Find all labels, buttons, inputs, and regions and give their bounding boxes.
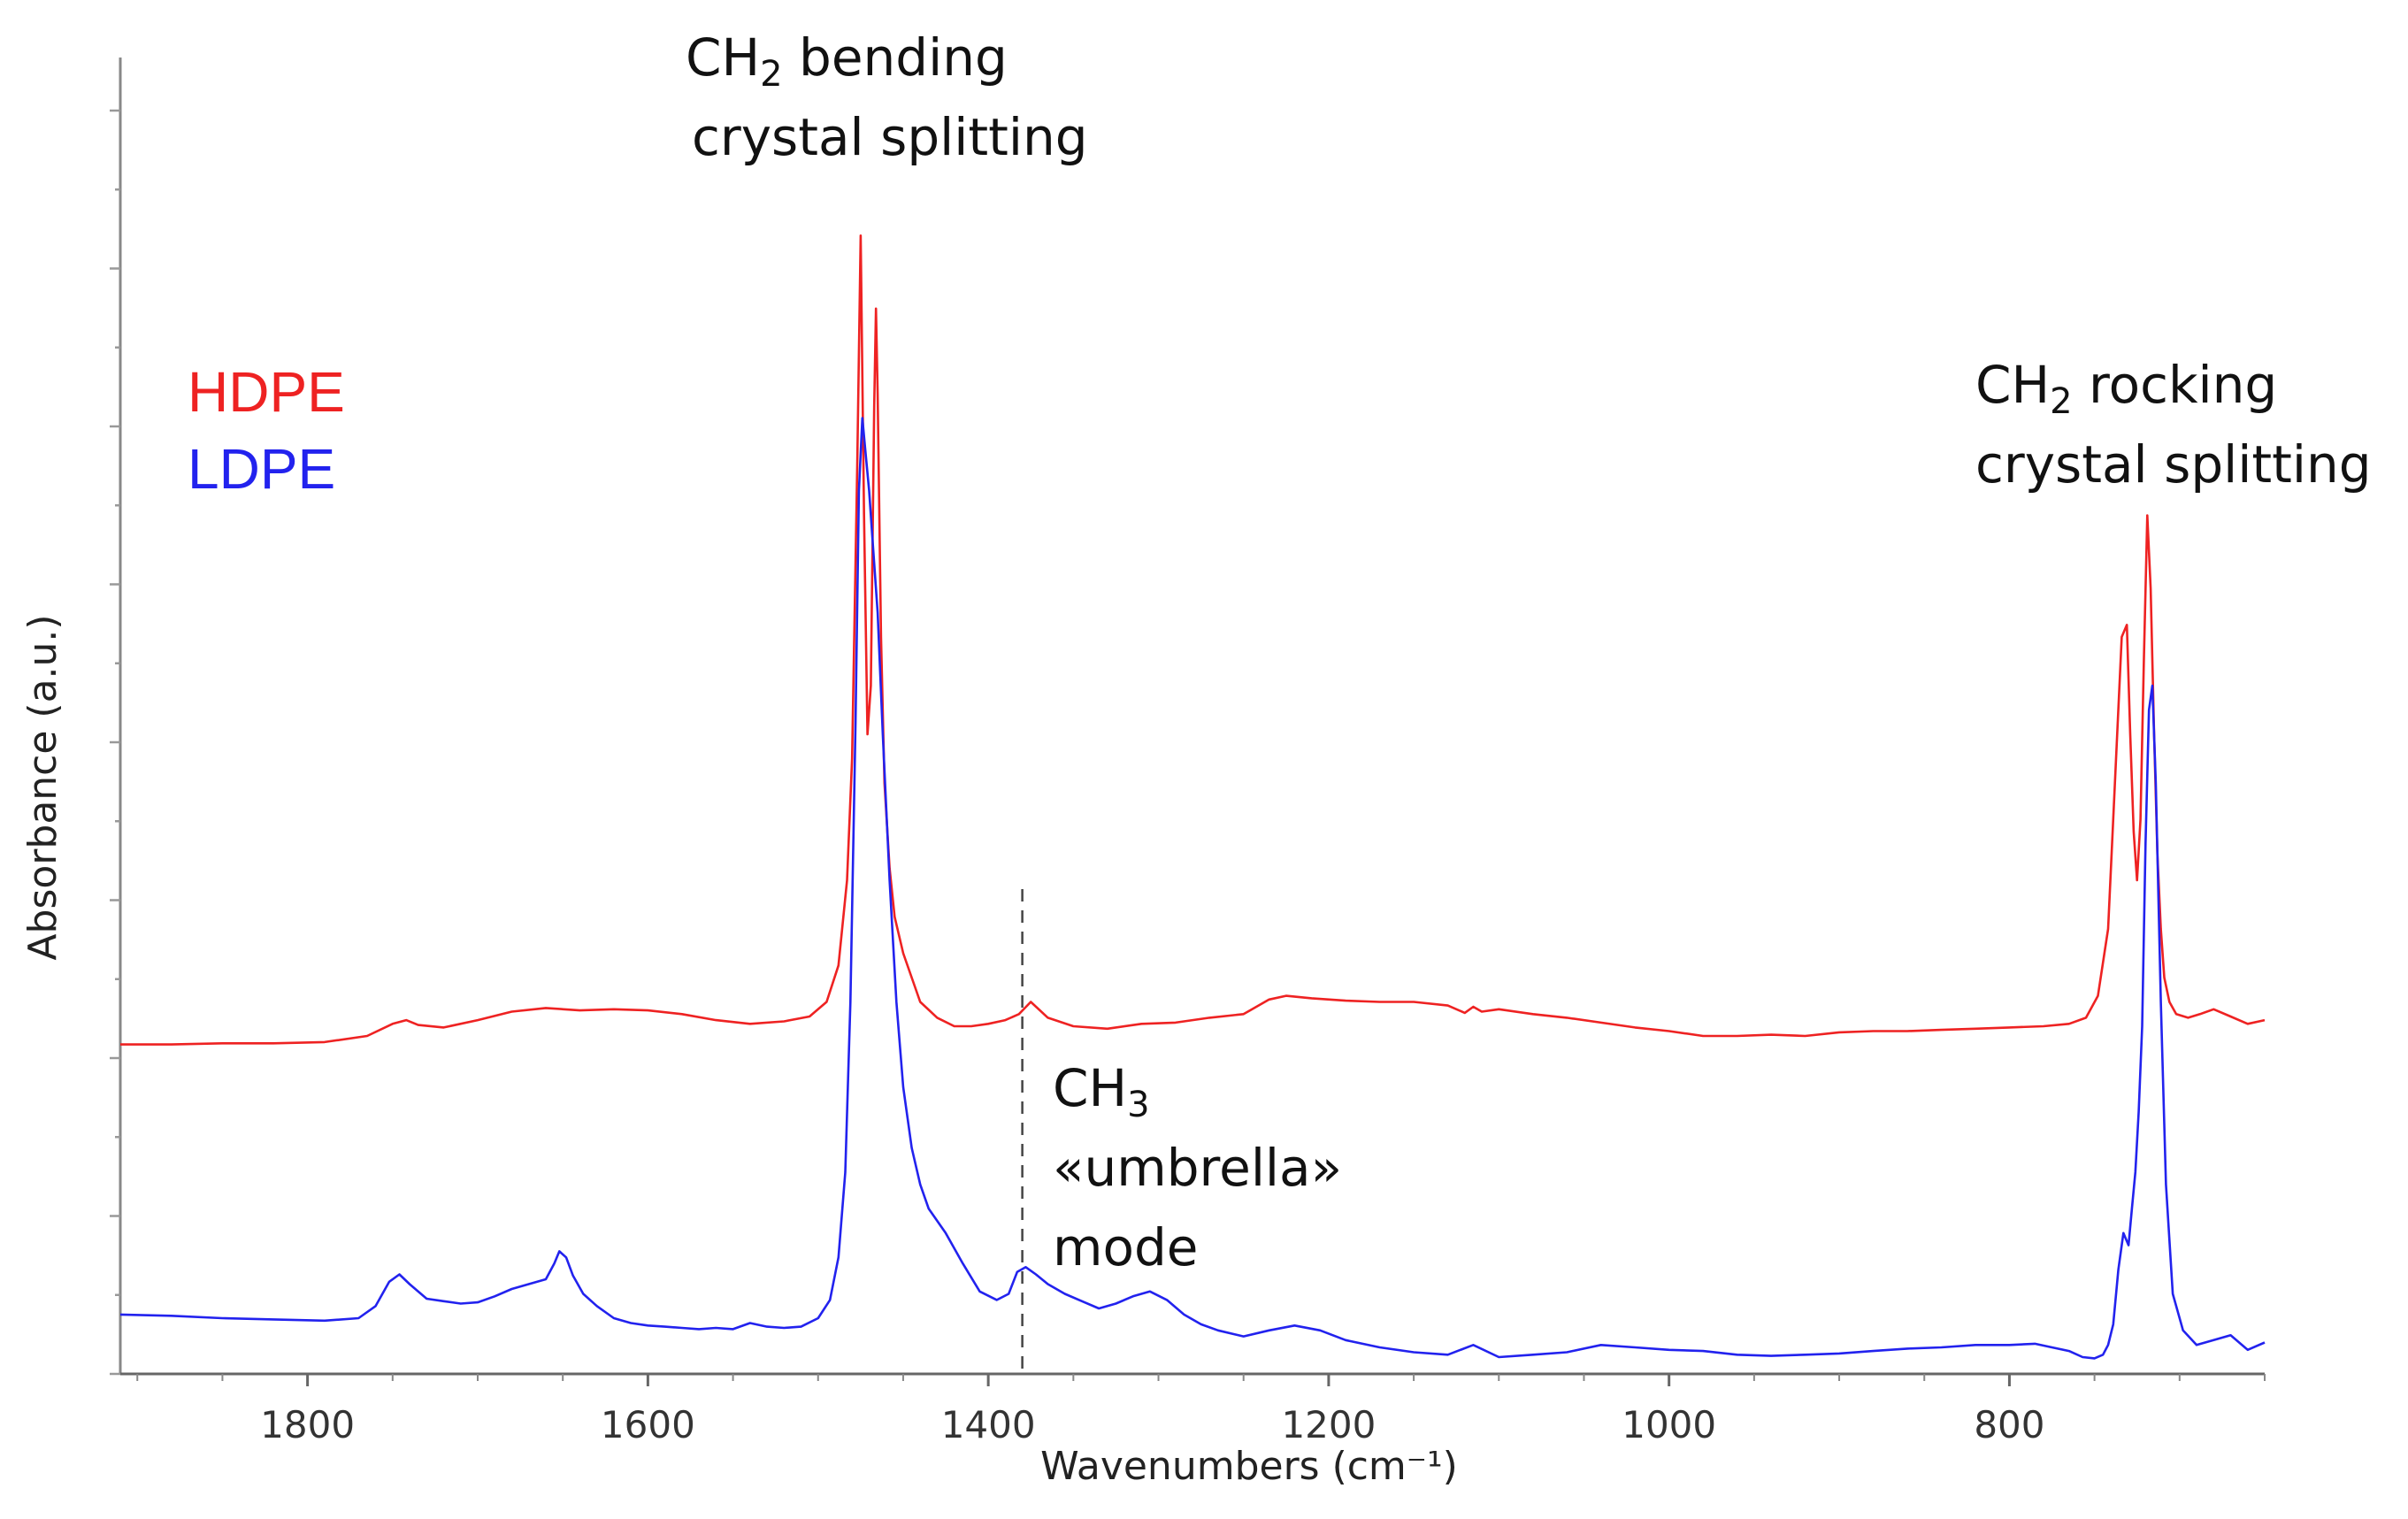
x-tick-label: 800 [1974,1403,2044,1446]
svg-text:CH2 bending: CH2 bending [686,27,1008,95]
x-tick-label: 1800 [260,1403,355,1446]
annotation-ch3-line3: mode [1053,1217,1198,1277]
series-line-hdpe [120,234,2266,1046]
y-axis-title: Absorbance (a.u.) [20,614,65,960]
annotation-ch2-bending-rest: bending [783,27,1008,88]
x-axis-ticks: 1800 1600 1400 1200 1000 800 [136,1374,2266,1446]
annotation-ch2-rocking-main: CH [1975,355,2050,415]
legend-entry-hdpe: HDPE [188,360,345,424]
annotation-ch2-bending-main: CH [686,27,760,88]
x-axis-title: Wavenumbers (cm⁻¹) [1040,1444,1458,1489]
svg-text:CH3: CH3 [1053,1058,1150,1125]
annotation-ch2-rocking-rest: rocking [2073,355,2278,415]
annotation-ch2-rocking-sub: 2 [2050,381,2072,422]
series-line-ldpe [119,417,2266,1360]
y-axis-ticks [110,109,120,1376]
svg-text:CH2 rocking: CH2 rocking [1975,355,2277,422]
annotation-ch2-rocking: CH2 rocking crystal splitting [1975,355,2372,495]
annotation-ch2-rocking-line2: crystal splitting [1975,434,2372,495]
annotation-ch3-line2: «umbrella» [1053,1138,1342,1198]
x-tick-label: 1000 [1622,1403,1716,1446]
x-tick-label: 1600 [601,1403,695,1446]
annotation-ch2-bending: CH2 bending crystal splitting [686,27,1088,167]
x-tick-label: 1200 [1281,1403,1376,1446]
annotation-ch3-umbrella: CH3 «umbrella» mode [1053,1058,1342,1277]
annotation-ch2-bending-line2: crystal splitting [692,107,1088,167]
annotation-ch2-bending-sub: 2 [760,54,782,95]
legend-entry-ldpe: LDPE [188,437,335,501]
x-tick-label: 1400 [941,1403,1036,1446]
annotation-ch3-main: CH [1053,1058,1127,1118]
annotation-ch3-sub: 3 [1127,1085,1149,1125]
